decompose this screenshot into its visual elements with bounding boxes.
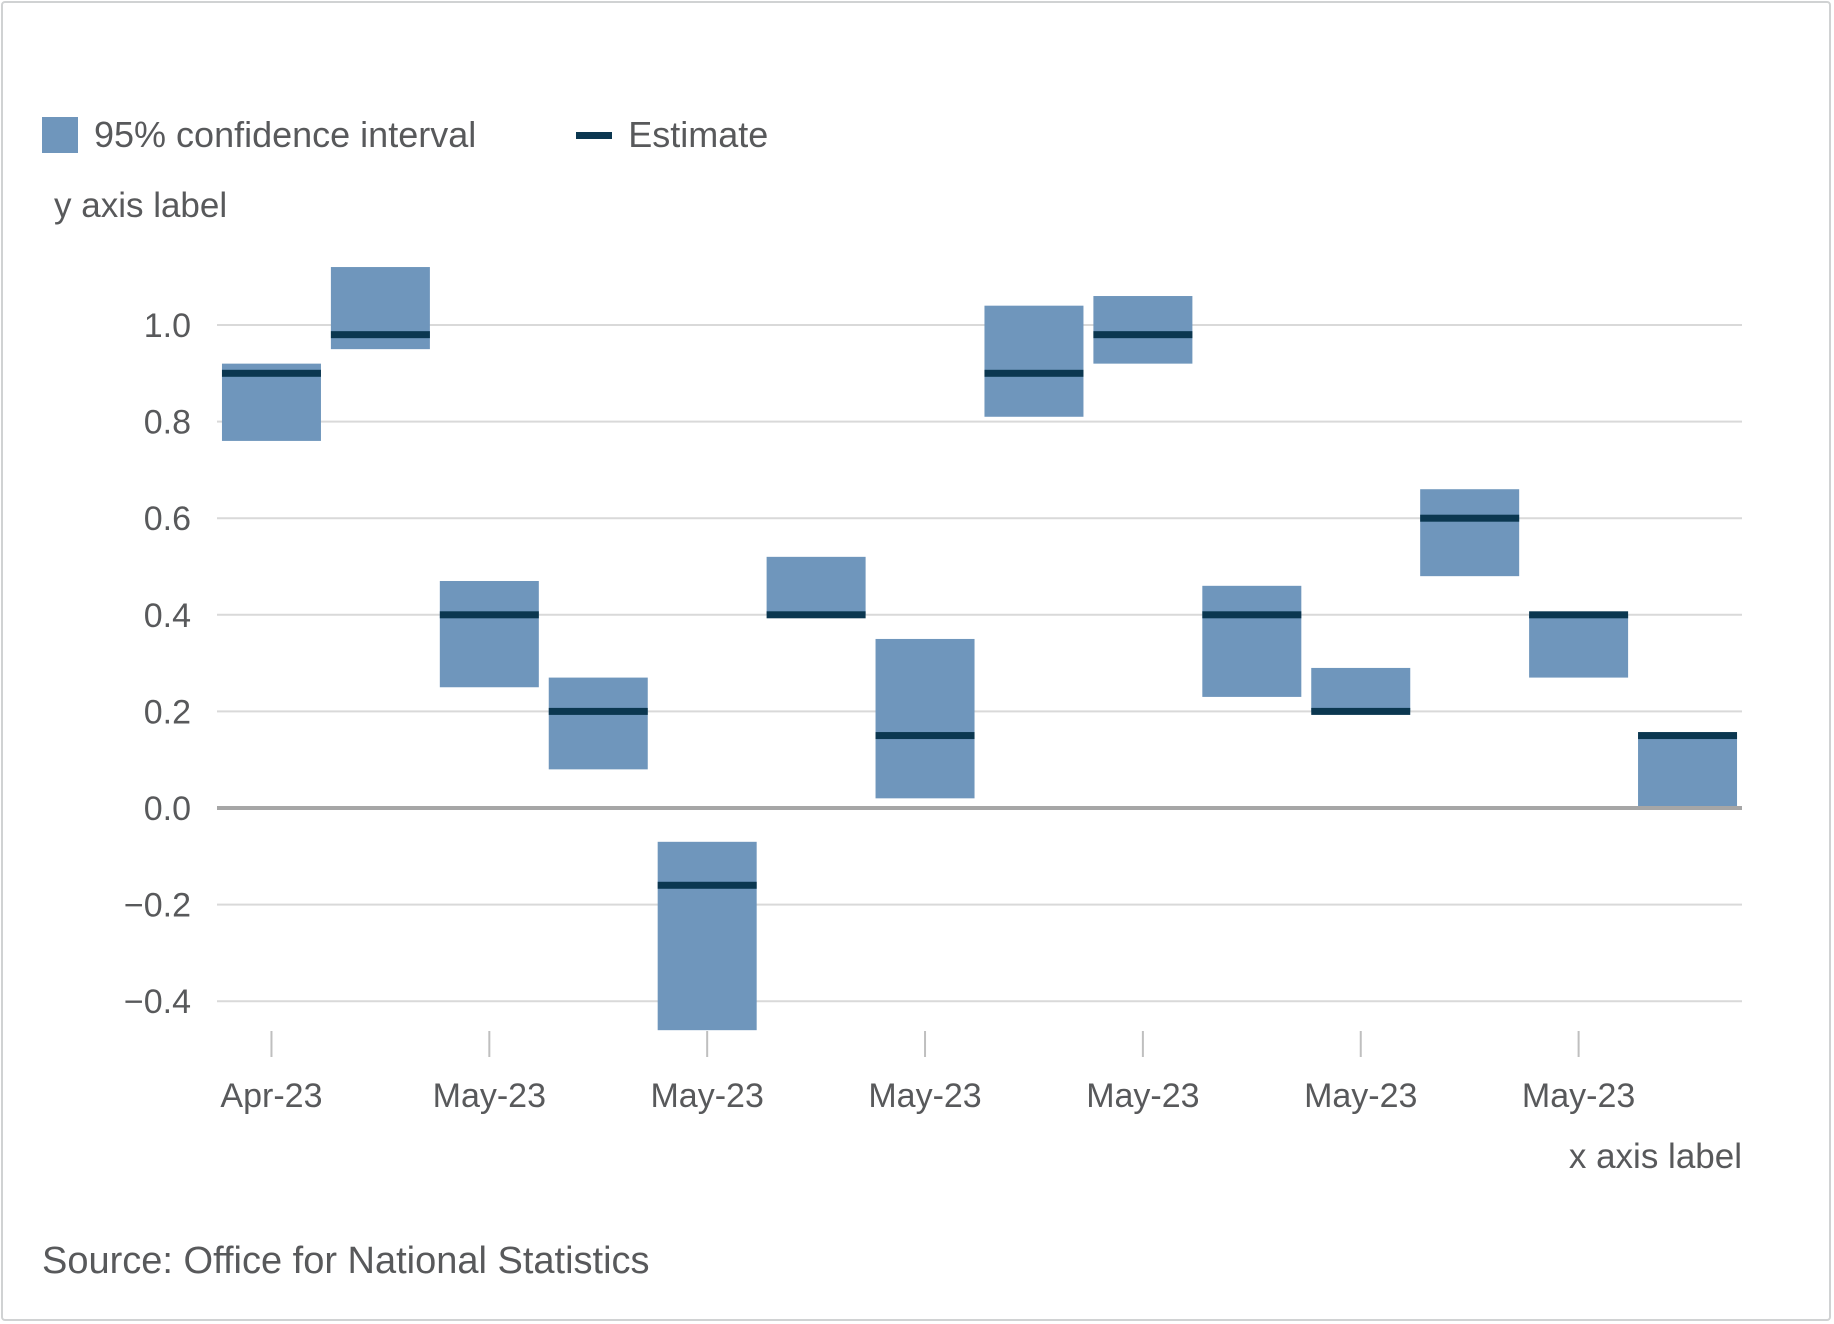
estimate-mark: [766, 611, 866, 619]
x-tick-label: May-23: [650, 1077, 763, 1115]
x-tick-label: May-23: [433, 1077, 546, 1115]
y-tick-label: −0.2: [124, 887, 191, 925]
x-tick-label: May-23: [1304, 1077, 1417, 1115]
gridlines: [217, 324, 1742, 1003]
estimate-swatch-icon: [576, 131, 613, 139]
x-tick-label: Apr-23: [220, 1077, 322, 1115]
estimate-mark: [657, 881, 757, 889]
interval-bars: [221, 267, 1738, 1031]
estimate-mark: [1529, 611, 1629, 619]
x-tick-label: May-23: [1522, 1077, 1635, 1115]
x-axis-title: x axis label: [1568, 1137, 1742, 1176]
y-tick-label: 0.0: [144, 790, 191, 828]
legend-item-interval: 95% confidence interval: [42, 114, 476, 156]
estimate-mark: [439, 611, 539, 619]
y-tick-label: 0.6: [144, 500, 191, 538]
estimate-marks: [221, 331, 1738, 889]
confidence-interval-bar: [1311, 667, 1411, 712]
confidence-interval-bar: [1202, 585, 1302, 697]
x-tick-label: May-23: [868, 1077, 981, 1115]
estimate-mark: [1311, 707, 1411, 715]
estimate-mark: [875, 732, 975, 740]
legend-estimate-label: Estimate: [628, 114, 769, 155]
y-tick-label: 0.4: [144, 597, 191, 635]
axes: 1.0 0.8 0.6 0.4 0.2 0.0 −0.2 −0.4 Apr-23 May-23 Ma…: [124, 307, 1742, 1115]
y-tick-label: 1.0: [144, 307, 191, 345]
estimate-mark: [1420, 514, 1520, 522]
y-tick-label: 0.2: [144, 693, 191, 731]
confidence-interval-bar: [984, 305, 1084, 417]
confidence-interval-bar: [1420, 489, 1520, 577]
estimate-mark: [330, 331, 430, 339]
y-tick-label: 0.8: [144, 404, 191, 442]
estimate-mark: [221, 369, 321, 377]
confidence-interval-bar: [1638, 735, 1738, 808]
interval-swatch-icon: [42, 117, 78, 153]
legend-interval-label: 95% confidence interval: [94, 114, 477, 155]
estimate-mark: [984, 369, 1084, 377]
estimate-mark: [1202, 611, 1302, 619]
confidence-interval-bar: [1529, 614, 1629, 678]
confidence-interval-bar: [875, 638, 975, 799]
estimate-mark: [1093, 331, 1193, 339]
legend: 95% confidence interval Estimate: [42, 112, 868, 158]
x-tick-label: May-23: [1086, 1077, 1199, 1115]
estimate-mark: [1638, 732, 1738, 740]
legend-item-estimate: Estimate: [576, 114, 768, 156]
confidence-interval-bar: [439, 580, 539, 688]
y-tick-label: −0.4: [124, 983, 191, 1021]
source-note: Source: Office for National Statistics: [42, 1240, 650, 1282]
estimate-mark: [548, 707, 648, 715]
y-axis-title: y axis label: [54, 186, 228, 225]
confidence-interval-bar: [657, 841, 757, 1031]
confidence-interval-bar: [766, 556, 866, 615]
confidence-interval-bar: [1093, 296, 1193, 364]
confidence-interval-bar: [548, 677, 648, 770]
